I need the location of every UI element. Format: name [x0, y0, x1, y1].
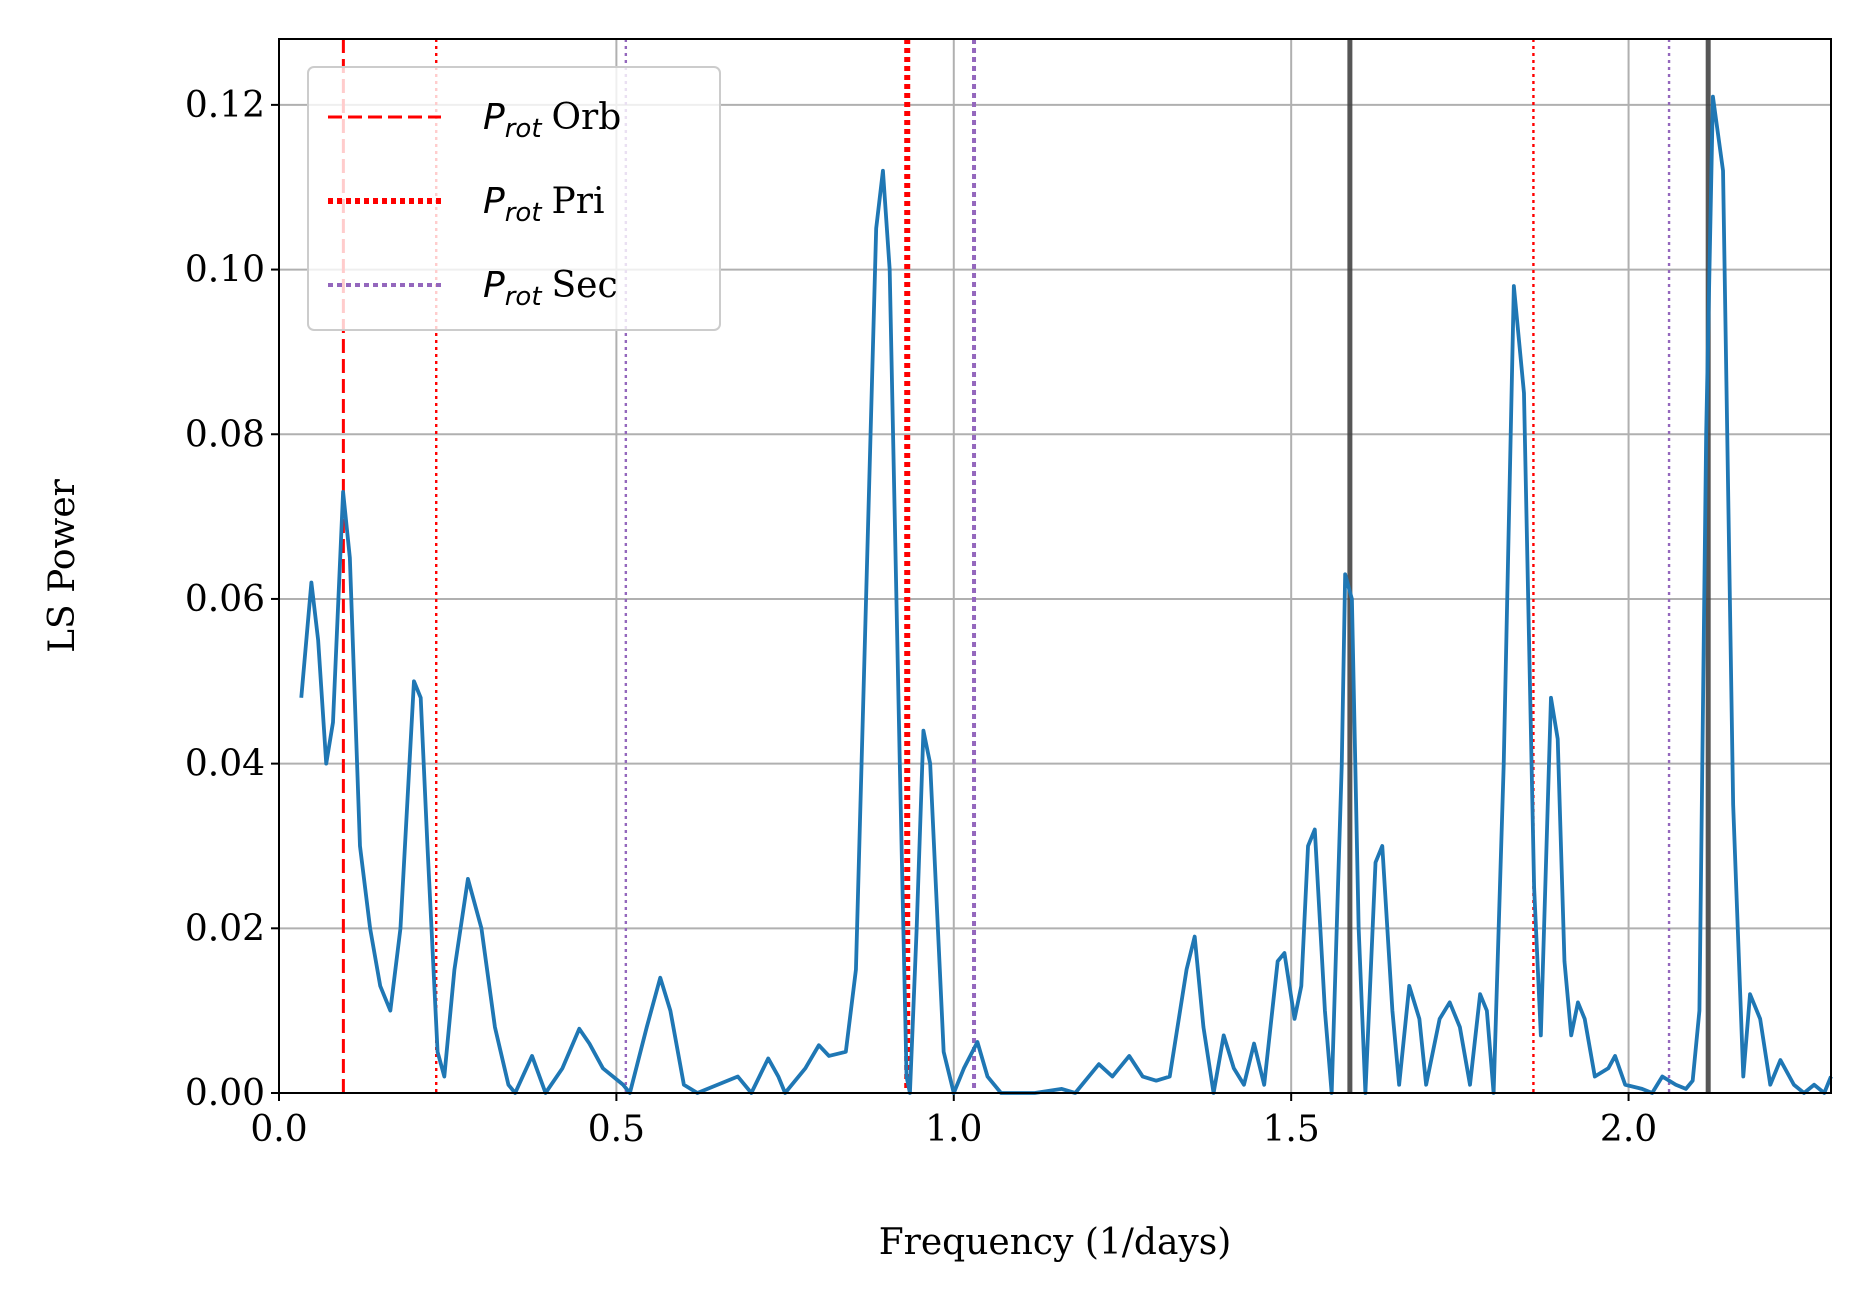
- x-axis-label: Frequency (1/days): [879, 1222, 1232, 1263]
- legend-text: Pri: [552, 181, 605, 222]
- y-tick-label: 0.04: [185, 744, 265, 785]
- legend-text: Sec: [552, 265, 618, 306]
- plot-frame: [278, 38, 1832, 1094]
- x-tick-label: 0.0: [250, 1109, 307, 1150]
- y-tick-label: 0.10: [185, 250, 265, 291]
- legend-symbol: P: [483, 265, 505, 306]
- legend-label: Prot Orb: [483, 97, 621, 144]
- y-tick-label: 0.06: [185, 579, 265, 620]
- legend-label: Prot Pri: [483, 181, 604, 228]
- y-tick-label: 0.08: [185, 414, 265, 455]
- y-tick-label: 0.02: [185, 908, 265, 949]
- legend-subscript: rot: [505, 114, 543, 144]
- y-tick-label: 0.00: [185, 1073, 265, 1114]
- legend-symbol: P: [483, 97, 505, 138]
- legend-label: Prot Sec: [483, 265, 618, 312]
- legend-subscript: rot: [505, 198, 543, 228]
- y-axis-label: LS Power: [42, 478, 83, 653]
- legend-symbol: P: [483, 181, 505, 222]
- x-tick-label: 1.0: [925, 1109, 982, 1150]
- legend-text: Orb: [552, 97, 622, 138]
- x-tick-label: 2.0: [1600, 1109, 1657, 1150]
- legend-subscript: rot: [505, 282, 543, 312]
- y-tick-label: 0.12: [185, 85, 265, 126]
- x-tick-label: 0.5: [588, 1109, 645, 1150]
- x-tick-label: 1.5: [1263, 1109, 1320, 1150]
- legend-box: [307, 66, 721, 331]
